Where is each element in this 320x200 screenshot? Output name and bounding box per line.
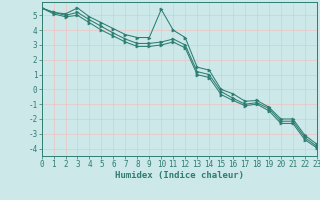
X-axis label: Humidex (Indice chaleur): Humidex (Indice chaleur): [115, 171, 244, 180]
